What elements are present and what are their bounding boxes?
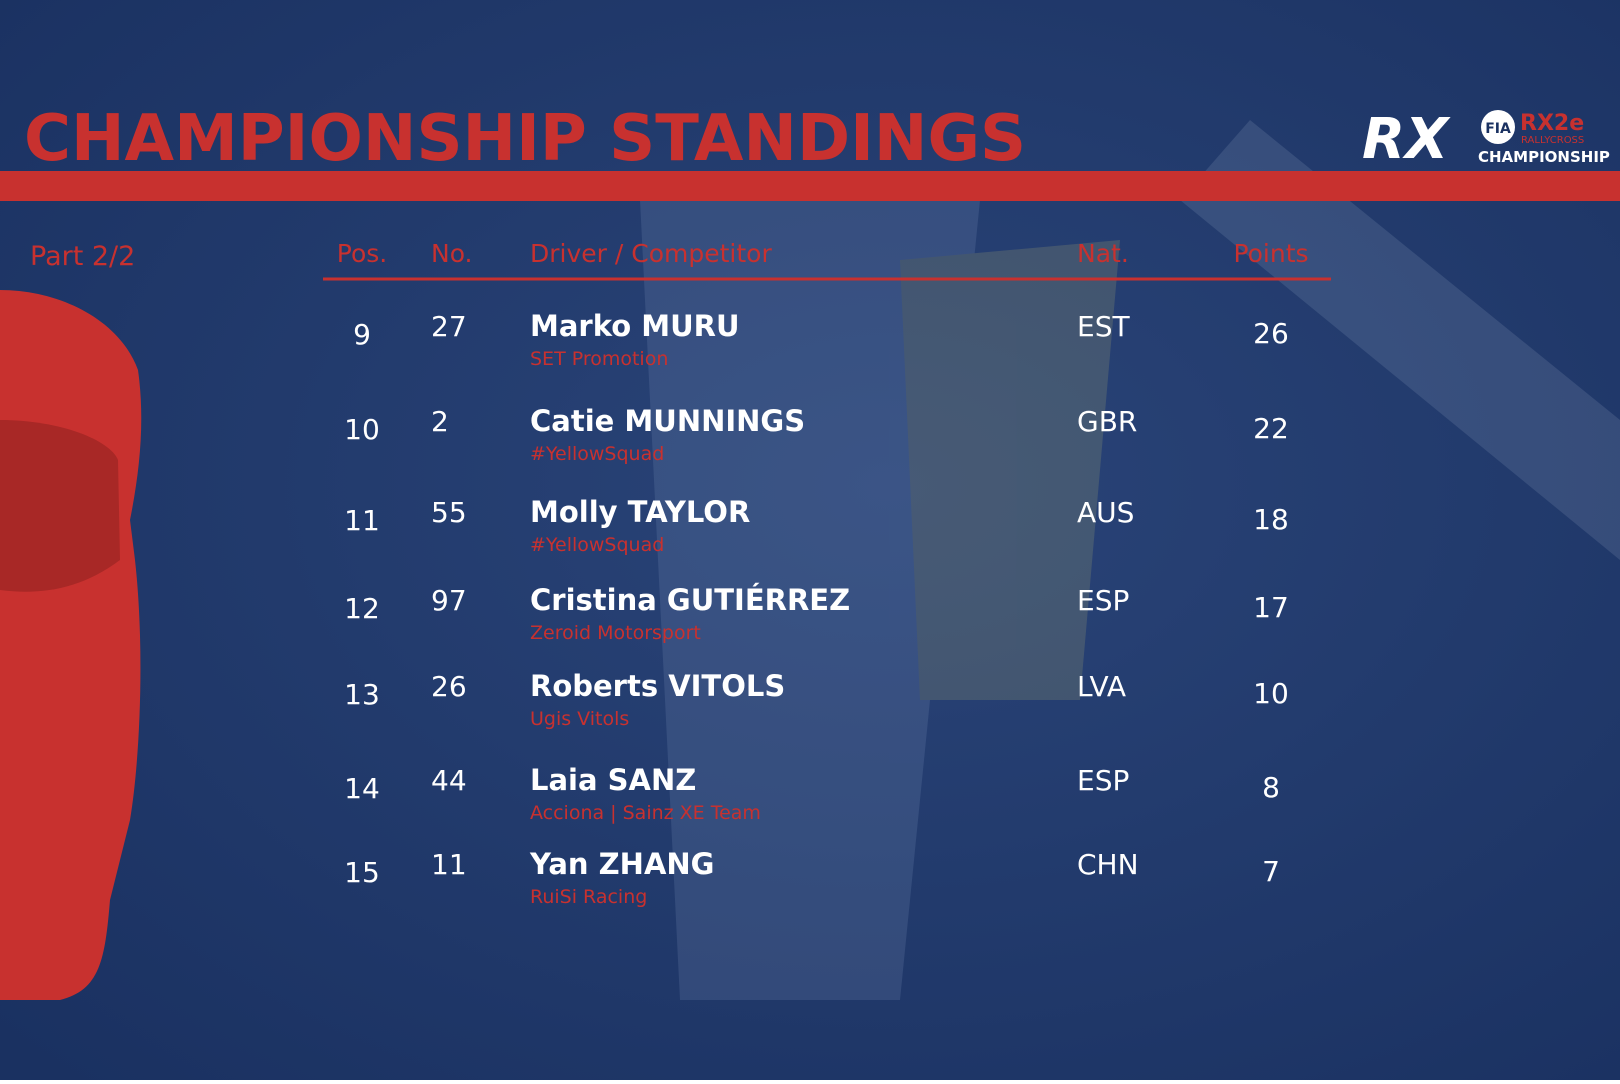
team-name: Zeroid Motorsport — [530, 622, 701, 644]
driver-name: Molly TAYLOR — [530, 495, 750, 529]
nationality: LVA — [1077, 670, 1126, 703]
position: 13 — [344, 678, 380, 711]
position: 12 — [344, 592, 380, 625]
nationality: ESP — [1077, 584, 1129, 617]
team-name: Ugis Vitols — [530, 708, 629, 730]
car-number: 26 — [431, 670, 467, 703]
team-name: Acciona | Sainz XE Team — [530, 802, 761, 824]
position: 10 — [344, 413, 380, 446]
nationality: EST — [1077, 310, 1130, 343]
header-bar — [0, 171, 1620, 201]
position: 14 — [344, 772, 380, 805]
logo-championship: CHAMPIONSHIP — [1478, 148, 1610, 166]
nationality: ESP — [1077, 764, 1129, 797]
team-name: #YellowSquad — [530, 534, 664, 556]
car-number: 27 — [431, 310, 467, 343]
nationality: AUS — [1077, 496, 1134, 529]
logo-series: RX2e — [1520, 111, 1584, 136]
nationality: CHN — [1077, 848, 1139, 881]
driver-name: Yan ZHANG — [529, 847, 714, 881]
points: 26 — [1253, 317, 1289, 350]
part-label: Part 2/2 — [30, 241, 135, 272]
nationality: GBR — [1077, 405, 1137, 438]
logo-rx: RX — [1362, 107, 1451, 172]
column-header: No. — [431, 239, 473, 268]
column-header: Pos. — [337, 239, 387, 268]
position: 9 — [353, 318, 371, 351]
column-header: Nat. — [1077, 239, 1129, 268]
car-number: 2 — [431, 405, 449, 438]
title: CHAMPIONSHIP STANDINGS — [24, 102, 1026, 176]
column-header: Points — [1233, 239, 1308, 268]
driver-name: Marko MURU — [530, 309, 740, 343]
points: 17 — [1253, 591, 1289, 624]
logo-sub: RALLYCROSS — [1521, 135, 1584, 146]
driver-name: Laia SANZ — [530, 763, 696, 797]
driver-name: Cristina GUTIÉRREZ — [530, 583, 850, 617]
car-number: 11 — [431, 848, 467, 881]
column-header: Driver / Competitor — [530, 239, 772, 268]
car-window — [0, 420, 120, 592]
logo-fia: FIA — [1485, 121, 1511, 137]
driver-name: Catie MUNNINGS — [530, 404, 805, 438]
car-number: 55 — [431, 496, 467, 529]
points: 22 — [1253, 412, 1289, 445]
car-number: 44 — [431, 764, 467, 797]
driver-name: Roberts VITOLS — [530, 669, 785, 703]
team-name: #YellowSquad — [530, 443, 664, 465]
car-number: 97 — [431, 584, 467, 617]
team-name: SET Promotion — [530, 348, 668, 370]
points: 18 — [1253, 503, 1289, 536]
points: 8 — [1262, 771, 1280, 804]
points: 7 — [1262, 855, 1280, 888]
points: 10 — [1253, 677, 1289, 710]
background-photo — [640, 120, 1620, 1000]
position: 11 — [344, 504, 380, 537]
logo-fia-badge — [1481, 110, 1515, 144]
position: 15 — [344, 856, 380, 889]
logo: RX FIA RX2e RALLYCROSS CHAMPIONSHIP — [1362, 107, 1610, 172]
team-name: RuiSi Racing — [530, 886, 647, 908]
